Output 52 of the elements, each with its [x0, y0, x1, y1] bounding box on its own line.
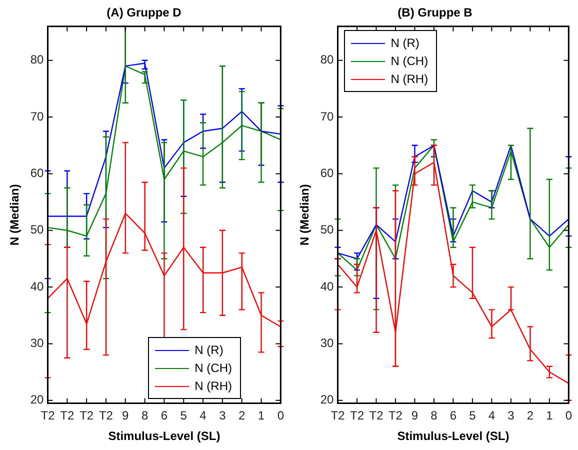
- legend-label: N (R): [194, 343, 224, 358]
- y-tick-label: 20: [320, 392, 334, 407]
- y-tick-label: 80: [320, 52, 334, 67]
- y-tick-label: 40: [30, 279, 44, 294]
- y-axis-title: N (Median): [298, 184, 312, 246]
- x-tick-label: 4: [488, 408, 496, 423]
- x-tick-label: 1: [546, 408, 554, 423]
- legend-label: N (RH): [194, 379, 232, 394]
- x-tick-label: 9: [122, 408, 130, 423]
- x-tick-label: 5: [469, 408, 476, 423]
- y-tick-label: 60: [30, 166, 44, 180]
- legend-label: N (R): [390, 36, 420, 50]
- x-tick-label: 0: [277, 408, 284, 423]
- x-tick-label: 4: [200, 408, 207, 423]
- y-tick-label: 60: [320, 166, 334, 180]
- y-tick-label: 30: [30, 336, 44, 350]
- x-tick-label: 8: [141, 408, 148, 423]
- y-axis-title: N (Median): [8, 184, 22, 246]
- y-tick-label: 70: [30, 109, 44, 124]
- x-tick-label: 2: [526, 408, 534, 423]
- x-tick-label: 8: [430, 408, 438, 423]
- x-tick-label: 6: [160, 408, 168, 423]
- chart-title: (B) Gruppe B: [398, 6, 473, 20]
- legend-label: N (CH): [390, 54, 428, 68]
- x-tick-label: T2: [98, 408, 114, 423]
- x-tick-label: 9: [411, 408, 418, 423]
- legend-label: N (CH): [194, 361, 232, 376]
- x-tick-label: 3: [219, 408, 226, 423]
- y-tick-label: 30: [320, 336, 334, 350]
- x-tick-label: T2: [40, 408, 56, 423]
- x-tick-label: T2: [350, 408, 364, 423]
- y-tick-label: 50: [30, 222, 44, 237]
- x-axis-title: Stimulus-Level (SL): [397, 429, 510, 444]
- y-tick-label: 50: [320, 222, 334, 237]
- x-tick-label: T2: [330, 408, 346, 423]
- x-tick-label: T2: [369, 408, 384, 423]
- y-tick-label: 70: [320, 109, 334, 124]
- x-tick-label: 2: [238, 408, 246, 423]
- x-tick-label: 3: [508, 408, 515, 423]
- x-tick-label: 0: [565, 408, 572, 423]
- x-tick-label: T2: [388, 408, 403, 423]
- x-tick-label: T2: [60, 408, 74, 423]
- legend-label: N (RH): [390, 72, 428, 86]
- x-axis-title: Stimulus-Level (SL): [108, 429, 220, 444]
- x-tick-label: 1: [258, 408, 265, 423]
- y-tick-label: 20: [30, 392, 44, 407]
- y-tick-label: 80: [30, 52, 44, 67]
- x-tick-label: 6: [450, 408, 457, 423]
- x-tick-label: 5: [180, 408, 188, 423]
- y-tick-label: 40: [320, 279, 334, 294]
- chart-title: (A) Gruppe D: [106, 6, 182, 20]
- x-tick-label: T2: [80, 408, 94, 423]
